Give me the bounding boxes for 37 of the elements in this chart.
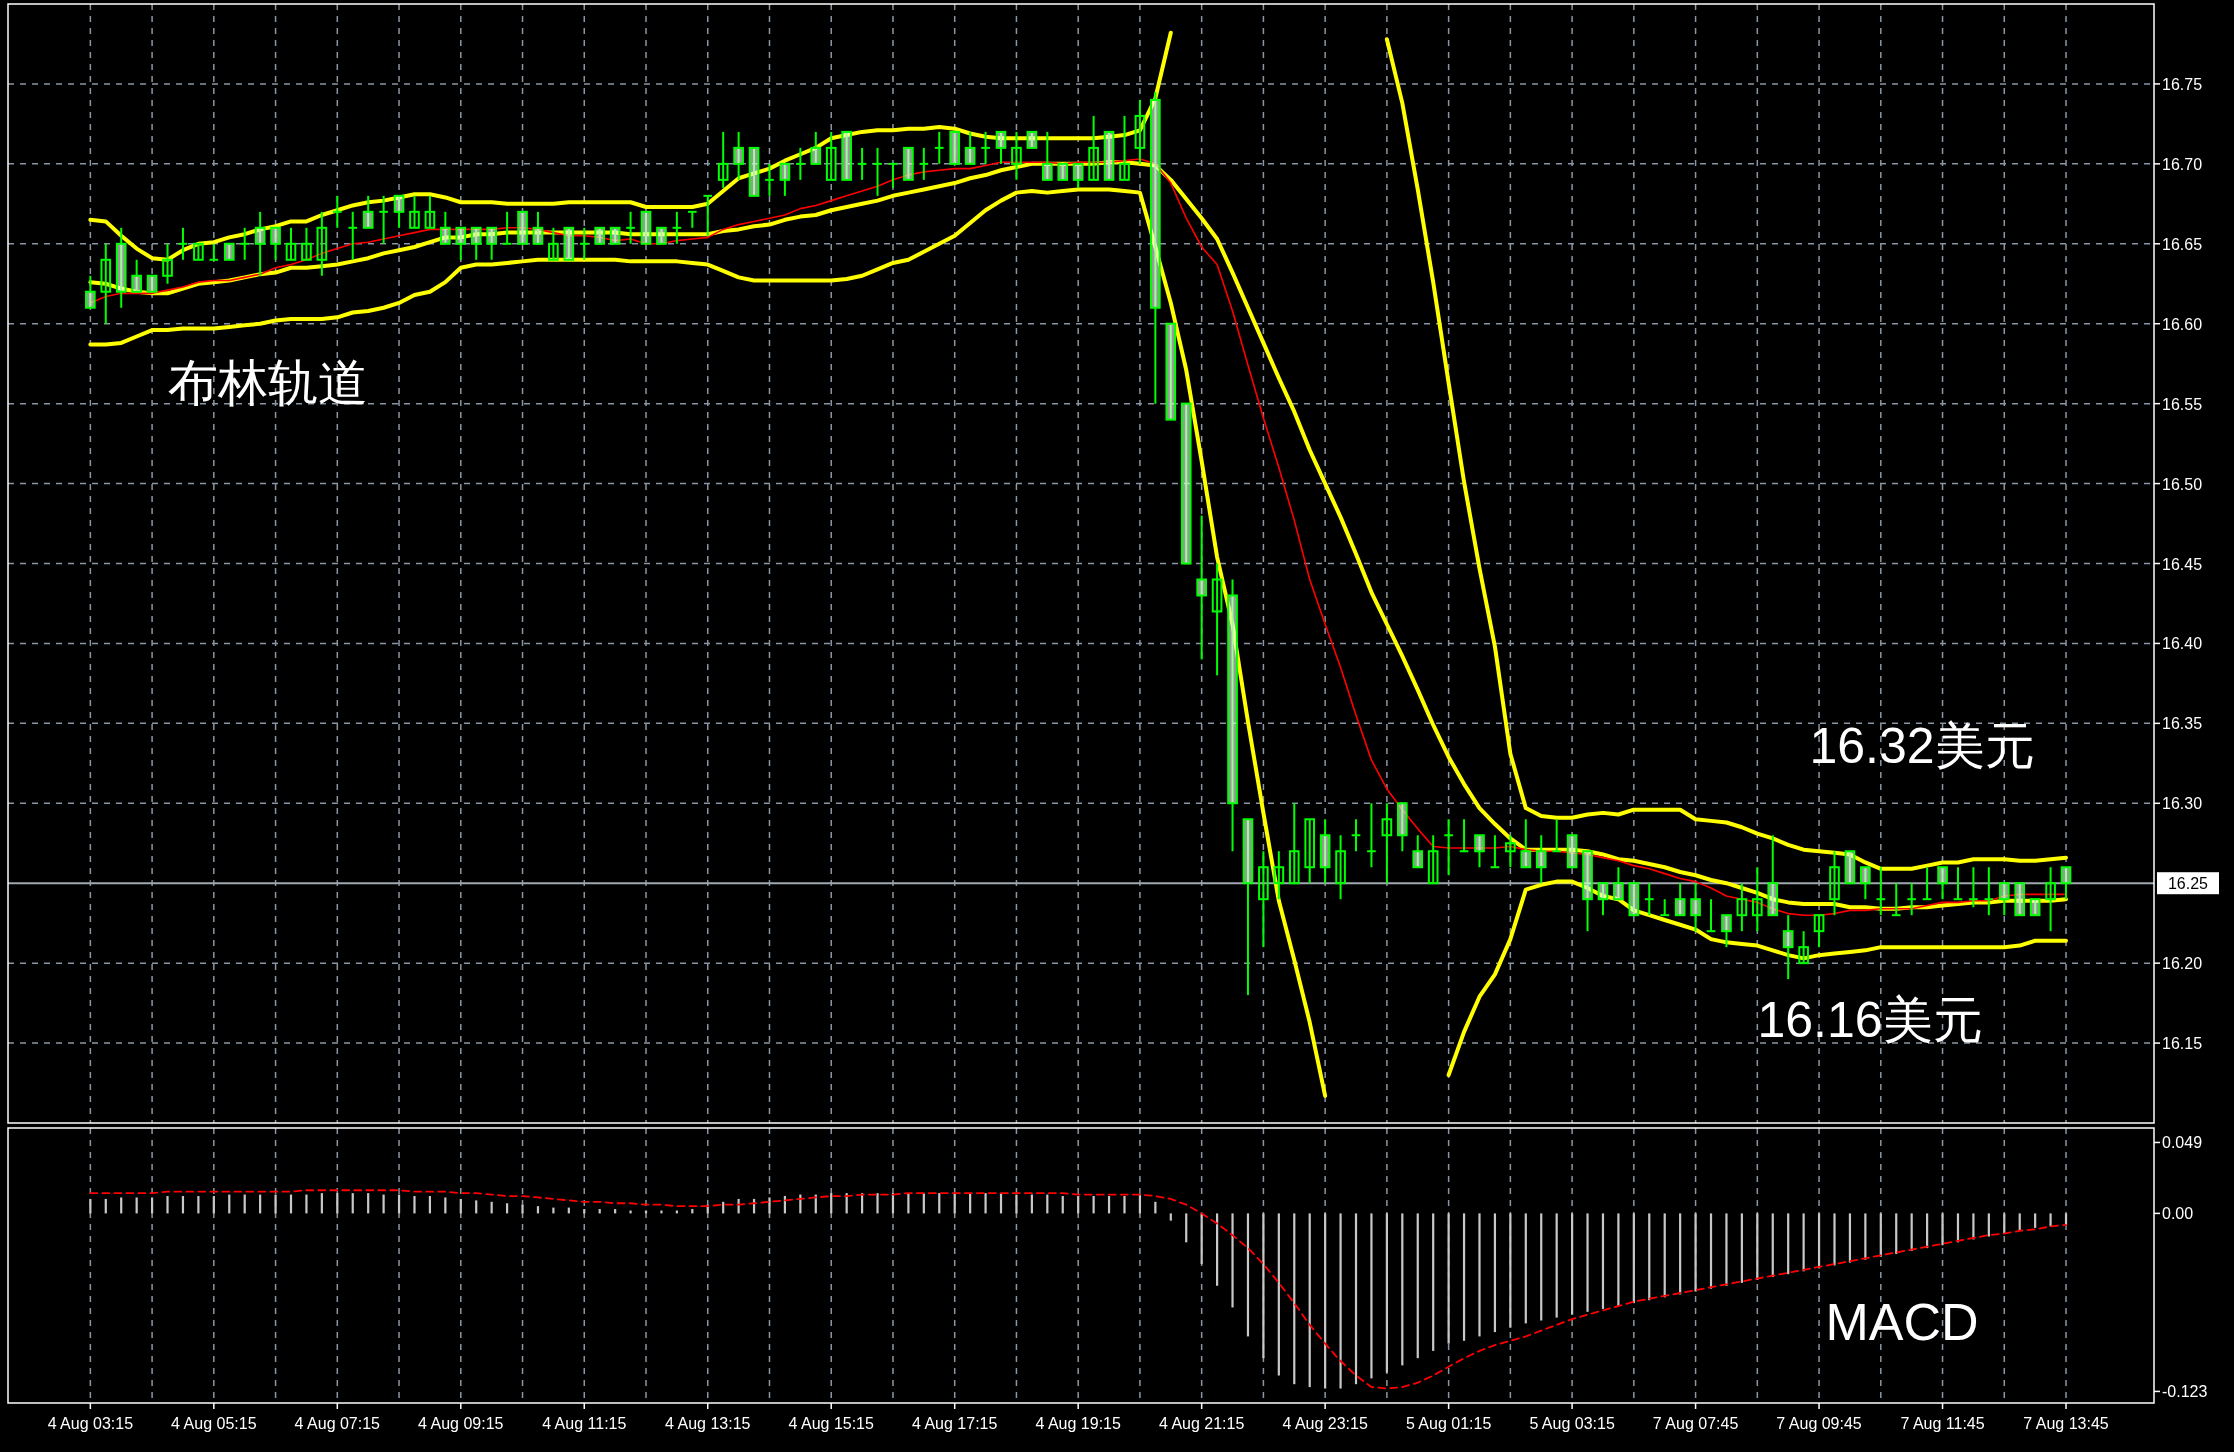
xtick-label: 7 Aug 07:45 bbox=[1652, 1415, 1739, 1432]
annotation: 16.16美元 bbox=[1757, 991, 1983, 1048]
annotation: 布林轨道 bbox=[168, 354, 368, 411]
ytick-label: 0.049 bbox=[2162, 1134, 2203, 1152]
xtick-label: 4 Aug 19:15 bbox=[1035, 1415, 1121, 1432]
annotation: 16.32美元 bbox=[1809, 717, 2035, 774]
ytick-label: 16.15 bbox=[2162, 1035, 2203, 1053]
xtick-label: 4 Aug 21:15 bbox=[1158, 1415, 1245, 1432]
ytick-label: 16.55 bbox=[2162, 395, 2203, 413]
xtick-label: 4 Aug 23:15 bbox=[1282, 1415, 1368, 1432]
xtick-label: 4 Aug 11:15 bbox=[542, 1415, 627, 1432]
ytick-label: 16.30 bbox=[2162, 795, 2203, 813]
ytick-label: 16.20 bbox=[2162, 955, 2203, 973]
xtick-label: 4 Aug 17:15 bbox=[912, 1415, 998, 1432]
ytick-label: 16.60 bbox=[2162, 315, 2203, 333]
ytick-label: 16.75 bbox=[2162, 75, 2203, 93]
ytick-label: 16.40 bbox=[2162, 635, 2203, 653]
ytick-label: 16.70 bbox=[2162, 155, 2203, 173]
xtick-label: 4 Aug 09:15 bbox=[418, 1415, 504, 1432]
ytick-label: 16.50 bbox=[2162, 475, 2203, 493]
xtick-label: 7 Aug 13:45 bbox=[2023, 1415, 2109, 1432]
ytick-label: 16.65 bbox=[2162, 235, 2203, 253]
ytick-label: 0.00 bbox=[2162, 1205, 2194, 1223]
xtick-label: 4 Aug 07:15 bbox=[294, 1415, 380, 1432]
ytick-label: 16.45 bbox=[2162, 555, 2203, 573]
xtick-label: 5 Aug 03:15 bbox=[1529, 1415, 1615, 1432]
xtick-label: 4 Aug 05:15 bbox=[171, 1415, 257, 1432]
xtick-label: 4 Aug 13:15 bbox=[665, 1415, 751, 1432]
xtick-label: 5 Aug 01:15 bbox=[1405, 1415, 1492, 1432]
xtick-label: 4 Aug 03:15 bbox=[47, 1415, 134, 1432]
xtick-label: 7 Aug 11:45 bbox=[1900, 1415, 1985, 1432]
xtick-label: 4 Aug 15:15 bbox=[788, 1415, 874, 1432]
ytick-label: -0.123 bbox=[2162, 1383, 2208, 1401]
xtick-label: 7 Aug 09:45 bbox=[1776, 1415, 1862, 1432]
annotation: MACD bbox=[1825, 1293, 1979, 1352]
ytick-label: 16.35 bbox=[2162, 715, 2203, 733]
ref-label: 16.25 bbox=[2168, 875, 2208, 893]
